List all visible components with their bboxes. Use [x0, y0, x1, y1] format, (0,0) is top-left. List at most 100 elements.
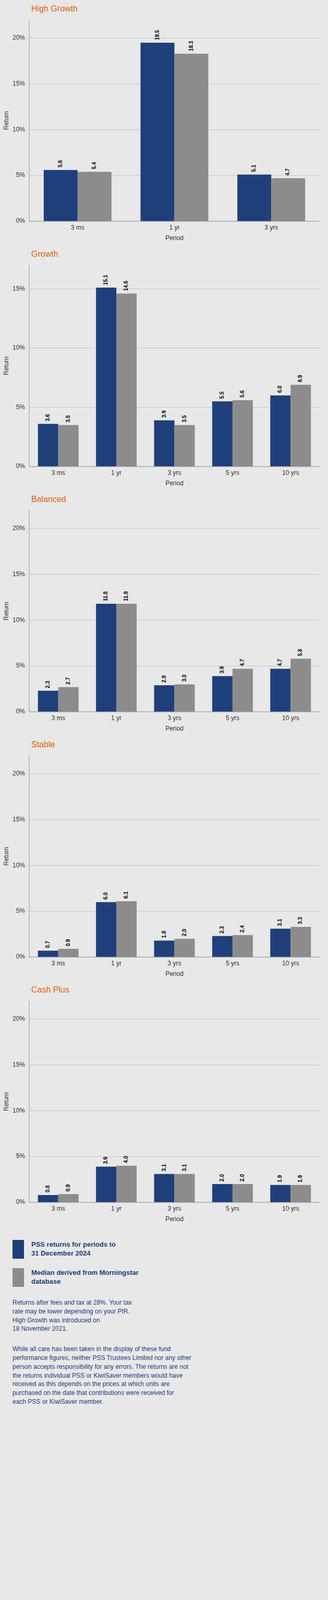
data-label: 3.1: [276, 917, 283, 926]
y-tick-label: 10%: [12, 343, 26, 351]
grid-line: [29, 347, 320, 348]
y-axis-label: Return: [2, 601, 10, 621]
grid-line: [29, 665, 320, 666]
y-tick-label: 5%: [16, 403, 26, 411]
bar: [237, 174, 272, 222]
bar: [232, 668, 253, 712]
bars: [43, 42, 306, 222]
y-tick-label: 10%: [12, 615, 26, 624]
x-tick-label: 3 ms: [51, 1204, 66, 1212]
grid-line: [29, 619, 320, 621]
data-label: 6.1: [123, 890, 129, 898]
data-label: 0.7: [44, 939, 51, 947]
bar: [212, 675, 233, 712]
chart: Growth0%5%10%15%3.615.13.95.56.03.514.63…: [0, 245, 328, 491]
y-tick-label: 0%: [16, 707, 26, 715]
y-tick-label: 5%: [16, 171, 26, 179]
legend-panel: PSS returns for periods to 31 December 2…: [0, 1225, 328, 1418]
x-tick-label: 3 yrs: [167, 1204, 181, 1212]
data-label: 3.5: [181, 414, 188, 422]
bar: [270, 668, 291, 712]
data-label: 1.8: [161, 929, 167, 938]
x-tick-label: 3 ms: [70, 223, 85, 232]
bar: [270, 928, 291, 957]
data-label: 5.1: [250, 164, 257, 172]
bar: [58, 948, 79, 957]
data-label: 2.4: [239, 924, 246, 932]
grid-line: [29, 1201, 320, 1202]
data-label: 0.9: [65, 938, 71, 946]
y-tick-label: 15%: [12, 284, 26, 293]
y-tick-label: 20%: [12, 33, 26, 42]
data-label: 1.9: [276, 1173, 283, 1182]
y-axis-line: [29, 1000, 30, 1202]
bars: [38, 1164, 312, 1202]
data-label: 2.0: [219, 1173, 225, 1181]
x-tick-label: 3 yrs: [167, 713, 181, 722]
chart-panel: High Growth0%5%10%15%20%5.619.55.15.418.…: [0, 0, 328, 246]
data-label: 15.1: [102, 274, 109, 285]
x-tick-label: 5 yrs: [225, 468, 240, 477]
bar: [116, 603, 137, 712]
x-tick-label: 10 yrs: [282, 713, 300, 722]
legend-item: Median derived from Morningstar database: [12, 1267, 316, 1286]
bar: [116, 1164, 137, 1202]
bar: [154, 684, 175, 712]
grid: [29, 38, 320, 222]
y-axis-line: [29, 509, 30, 712]
data-label: 3.3: [297, 916, 303, 924]
data-label: 4.0: [123, 1154, 129, 1162]
y-tick-label: 20%: [12, 769, 26, 777]
legend-entry: PSS returns for periods to 31 December 2…: [31, 1239, 116, 1258]
y-tick-label: 5%: [16, 906, 26, 914]
data-label: 5.8: [297, 648, 303, 656]
bar: [58, 686, 79, 712]
data-label: 5.6: [239, 390, 246, 398]
bar: [174, 938, 196, 957]
y-axis-line: [29, 19, 30, 222]
y-tick-label: 20%: [12, 524, 26, 532]
data-label: 4.7: [284, 167, 291, 176]
data-label: 3.1: [161, 1162, 167, 1171]
data-label: 0.9: [65, 1183, 71, 1191]
bar: [140, 42, 175, 222]
legend-entry: Median derived from Morningstar database: [31, 1267, 139, 1286]
y-tick-label: 15%: [12, 815, 26, 823]
grid-line: [29, 818, 320, 820]
chart: Balanced0%5%10%15%20%2.311.82.93.94.72.7…: [0, 490, 328, 736]
x-axis-line: [29, 956, 320, 957]
chart: High Growth0%5%10%15%20%5.619.55.15.418.…: [0, 0, 328, 246]
grid: [29, 1018, 320, 1202]
bar: [232, 1183, 253, 1202]
grid-line: [29, 221, 320, 222]
data-labels: 2.311.82.93.94.72.711.83.04.75.8: [44, 590, 304, 688]
x-tick-label: 3 ms: [51, 958, 66, 967]
data-label: 3.1: [181, 1162, 188, 1171]
grid: [29, 288, 320, 467]
data-label: 2.7: [65, 676, 71, 684]
data-label: 2.9: [161, 674, 167, 683]
data-labels: 5.619.55.15.418.34.7: [57, 29, 291, 176]
x-axis-label: Period: [165, 969, 184, 977]
bar: [212, 1183, 233, 1202]
bar: [290, 1184, 311, 1202]
data-label: 3.9: [102, 1155, 109, 1163]
y-axis-line: [29, 755, 30, 957]
x-tick-label: 3 yrs: [167, 958, 181, 967]
x-axis-label: Period: [165, 1214, 184, 1222]
grid-line: [29, 528, 320, 529]
x-tick-label: 1 yr: [111, 468, 122, 477]
data-label: 6.0: [276, 384, 283, 393]
bar: [290, 926, 311, 957]
bar: [174, 424, 196, 467]
bar: [38, 950, 59, 957]
bar: [154, 939, 175, 957]
data-label: 1.9: [297, 1173, 303, 1182]
grid-line: [29, 864, 320, 866]
data-labels: 3.615.13.95.56.03.514.63.55.66.9: [44, 274, 304, 422]
data-labels: 0.83.93.12.01.90.94.03.12.01.9: [44, 1154, 304, 1192]
y-axis-label: Return: [2, 111, 10, 130]
bar: [38, 690, 59, 712]
chart: Cash Plus0%5%10%15%20%0.83.93.12.01.90.9…: [0, 980, 328, 1226]
y-axis-label: Return: [2, 846, 10, 866]
